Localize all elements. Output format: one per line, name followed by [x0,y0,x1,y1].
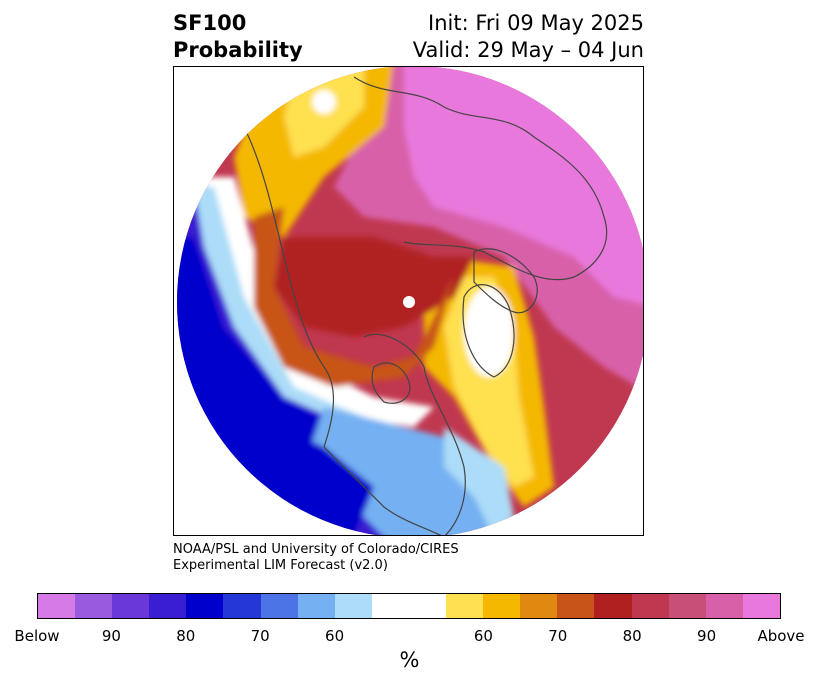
colorbar [37,593,781,619]
coastline-north-america-east [363,333,466,535]
colorbar-segment [520,594,558,618]
credit: NOAA/PSL and University of Colorado/CIRE… [173,542,459,574]
forecast-disc [177,67,643,535]
colorbar-segment [297,594,335,618]
colorbar-segment [260,594,298,618]
coastline-mexico [323,446,445,535]
colorbar-segment [112,594,150,618]
colorbar-segment [668,594,706,618]
init-date: Init: Fri 09 May 2025 [428,11,644,35]
colorbar-unit: % [399,648,420,672]
below-region-se [304,407,504,535]
neutral-spot-nw [312,90,336,114]
colorbar-ticks: Below 90 80 70 60 60 70 80 90 Above [14,627,804,645]
title-right: Init: Fri 09 May 2025 Valid: 29 May – 04… [413,10,644,64]
valid-period: Valid: 29 May – 04 Jun [412,38,644,62]
colorbar-segment [631,594,669,618]
coastline-hudson-bay [371,362,411,404]
colorbar-segment [149,594,187,618]
colorbar-tick-label: 70 [548,627,568,645]
field-name: SF100 [173,11,247,35]
colorbar-tick-label: 60 [325,627,345,645]
probability-map [177,67,643,535]
colorbar-segment [371,594,409,618]
colorbar-segment [557,594,595,618]
coastline-europe [473,248,538,314]
colorbar-tick-label: Below [14,627,60,645]
colorbar-segment [186,594,224,618]
colorbar-segment [705,594,743,618]
colorbar-segment [446,594,484,618]
colorbar-segment [594,594,632,618]
colorbar-tick-label: 80 [176,627,196,645]
colorbar-tick-label: 60 [473,627,493,645]
map-frame [173,66,644,536]
neutral-spot-greenland [464,287,514,377]
credit-line1: NOAA/PSL and University of Colorado/CIRE… [173,542,459,557]
below-light-se [444,427,514,535]
above-core-center [274,237,474,337]
credit-line2: Experimental LIM Forecast (v2.0) [173,558,388,573]
coastlines [243,76,608,535]
colorbar-tick-label: 70 [250,627,270,645]
colorbar-segment [75,594,113,618]
colorbar-segment [742,594,780,618]
below-light-band [194,187,364,427]
colorbar-tick-label: Above [757,627,805,645]
coastline-north-america-west [243,126,334,448]
north-pole-marker [403,296,415,308]
colorbar-tick-label: 80 [622,627,642,645]
field-kind: Probability [173,38,303,62]
coastline-eurasia [353,76,608,281]
title-left: SF100 Probability [173,10,303,64]
colorbar-tick-label: 90 [697,627,717,645]
colorbar-segment [223,594,261,618]
above-ring-center [254,207,454,387]
colorbar-segment [408,594,447,618]
coastline-greenland [462,284,515,378]
colorbar-segment [483,594,521,618]
colorbar-tick-label: 90 [101,627,121,645]
colorbar-segment [38,594,76,618]
colorbar-segment [334,594,372,618]
